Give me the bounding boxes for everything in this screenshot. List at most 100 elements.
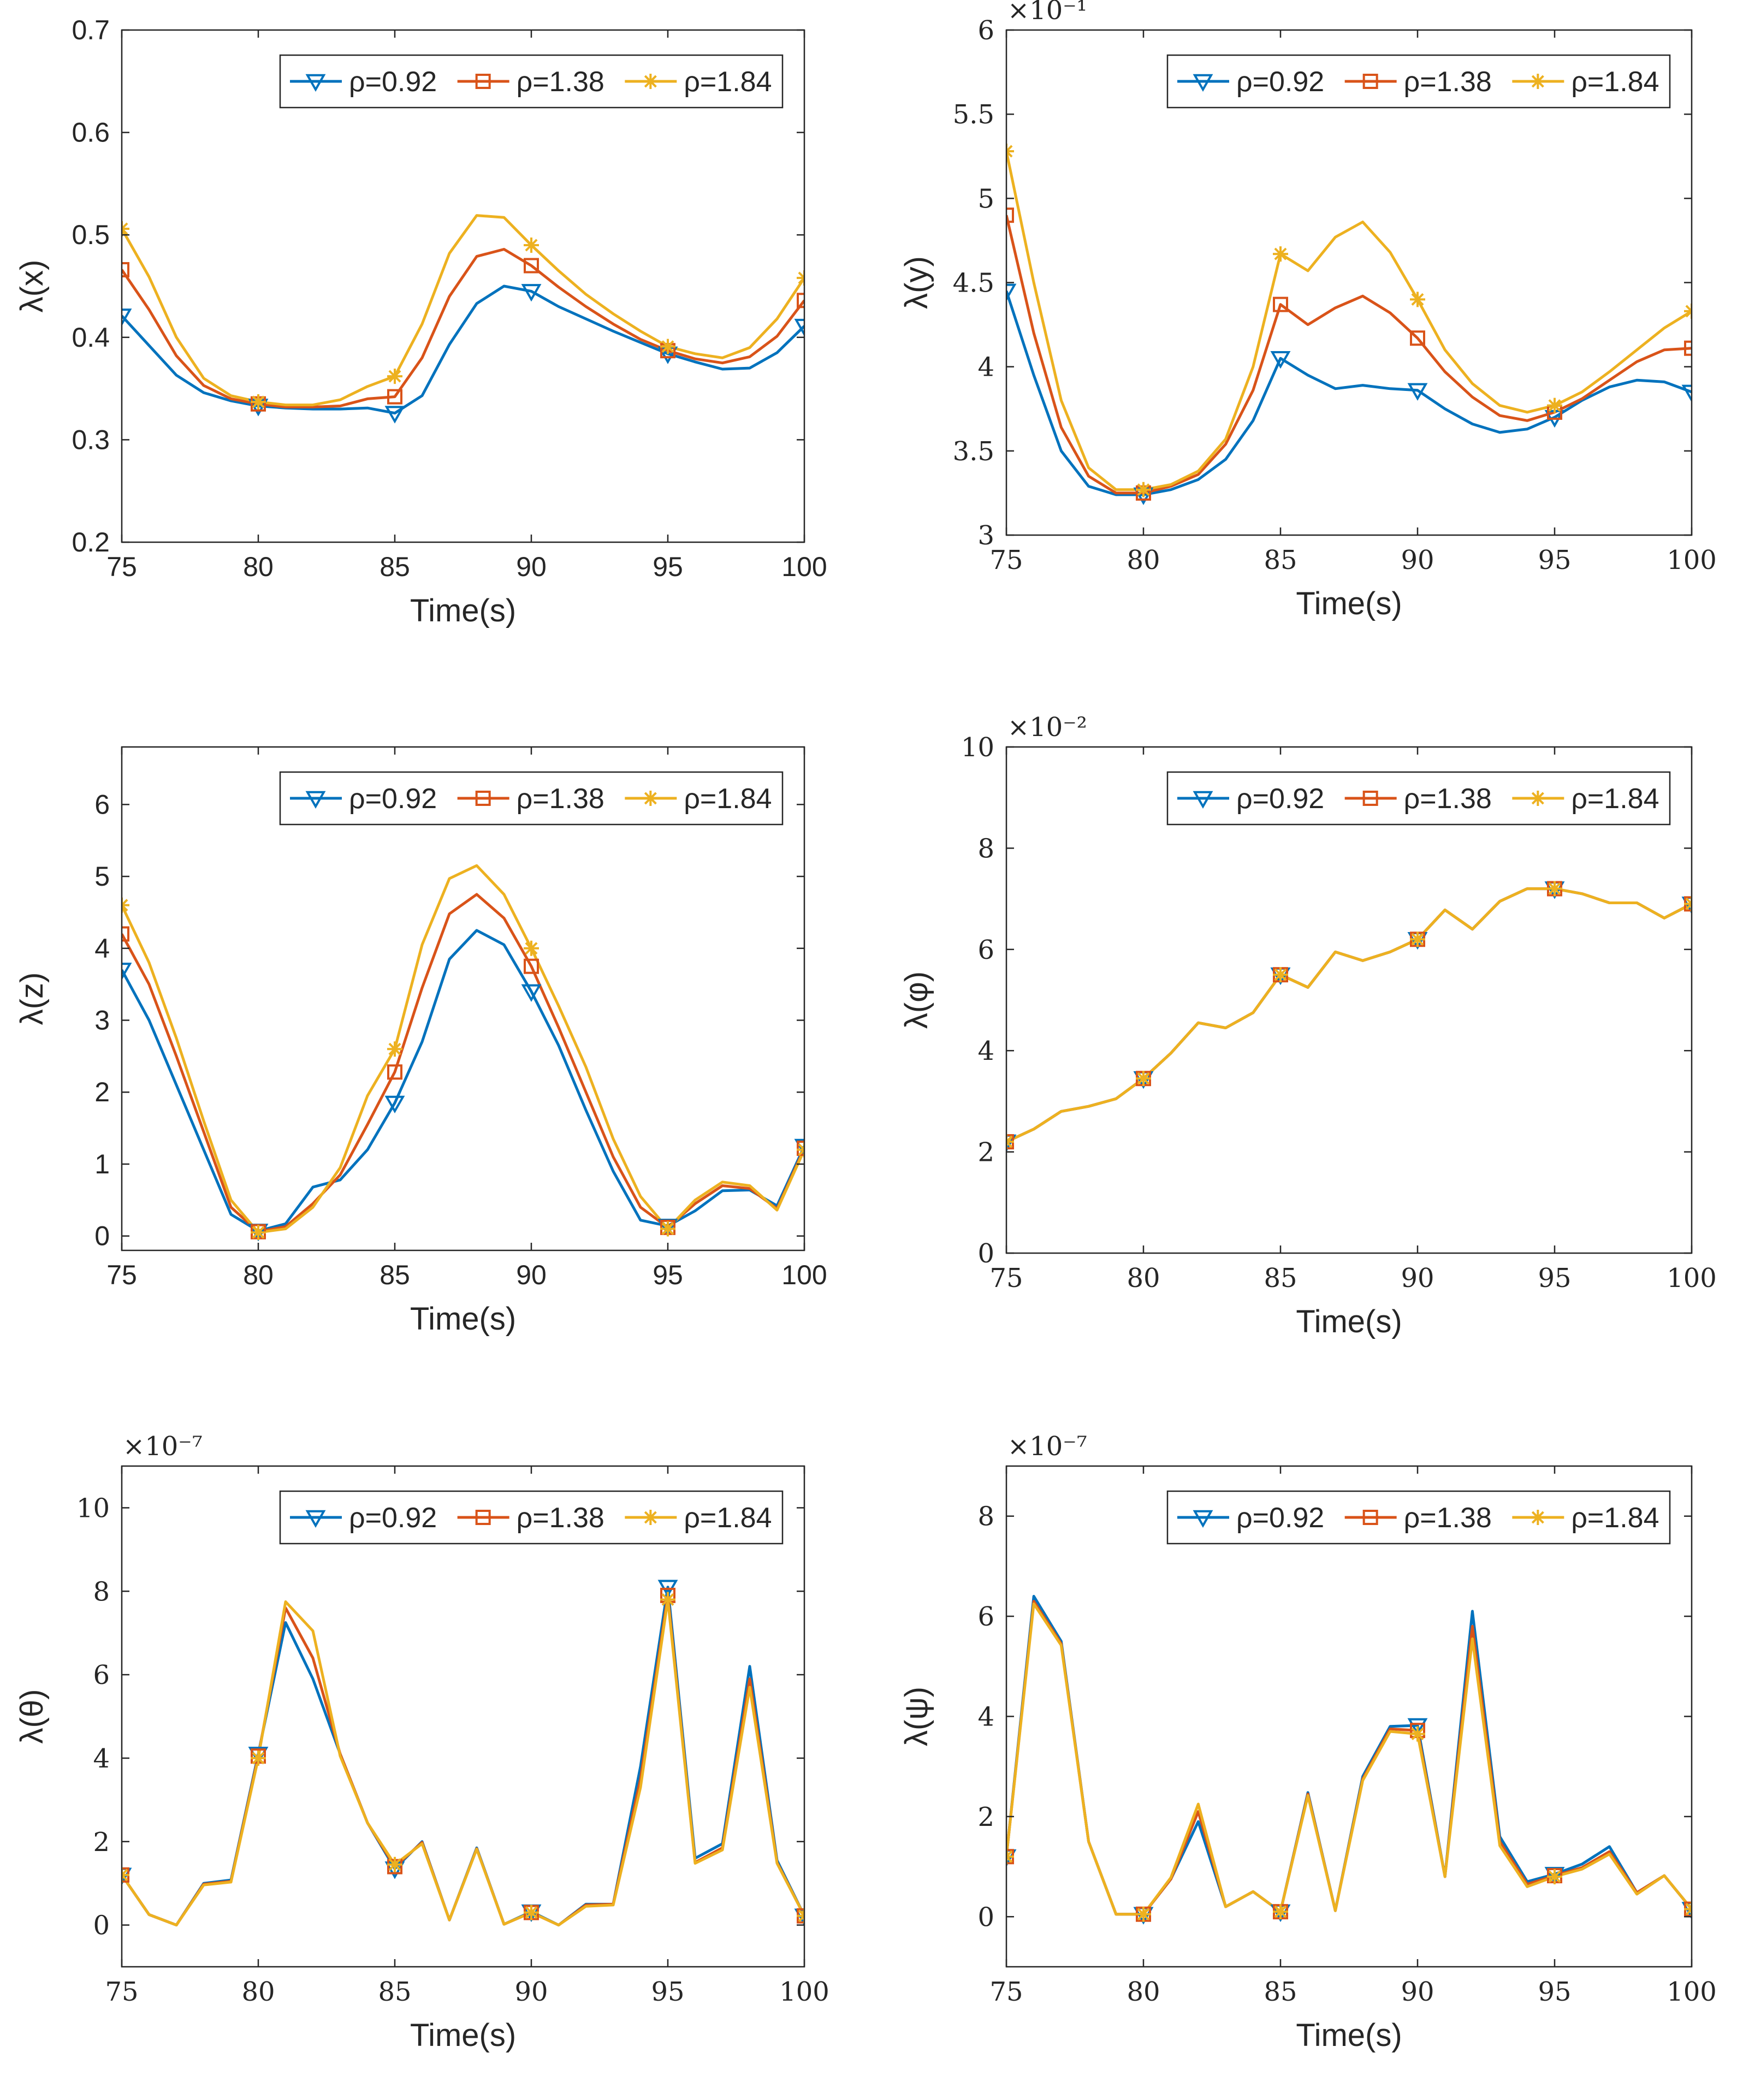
legend-marker-2 [475,74,491,89]
plot-area [122,214,804,424]
series-line-3 [1006,887,1692,1143]
legend-entry-3: ρ=1.84 [684,66,772,98]
x-axis-label: Time(s) [1296,2018,1402,2053]
y-tick-label: 4 [93,1743,110,1774]
series-marker-3 [660,1221,675,1237]
legend-box [1166,1490,1671,1545]
y-tick-label: 6 [977,1601,994,1632]
y-tick-label: 0 [977,1238,994,1269]
x-tick-label: 95 [651,1977,684,2007]
series-marker-1 [122,963,132,981]
x-tick-label: 75 [105,1977,138,2007]
x-tick-label: 80 [243,551,274,582]
legend-entry-2: ρ=1.38 [517,66,604,98]
y-tick-label: 8 [93,1576,110,1607]
y-tick-label: 5 [94,861,110,892]
legend-marker-3 [1530,1510,1546,1525]
plot-area [1006,1594,1692,1925]
x-tick-label: 100 [1667,545,1717,576]
series-marker-1 [521,284,542,302]
legend: ρ=0.92 ρ=1.38 ρ=1.84 [1166,54,1671,109]
legend-marker-1 [1193,74,1213,92]
x-tick-label: 100 [781,1260,827,1290]
series-marker-3 [1547,1868,1562,1884]
axes-frame [121,746,805,1251]
series-marker-2 [387,389,402,405]
axes-frame [121,1465,805,1968]
series-line-2 [122,248,804,408]
series-marker-1 [1544,1867,1565,1885]
x-axis-label: Time(s) [1296,1304,1402,1339]
y-tick-label: 3 [977,520,994,551]
axes-frame [121,29,805,543]
legend-entry-3: ρ=1.84 [1571,1502,1659,1534]
legend-entry-1: ρ=0.92 [1236,783,1324,815]
legend-box [279,1490,784,1545]
x-tick-label: 80 [243,1260,274,1290]
legend-marker-3 [1530,791,1546,806]
y-tick-label: 2 [977,1802,994,1832]
series-line-1 [1006,290,1692,496]
x-tick-label: 95 [653,551,683,582]
legend: ρ=0.92 ρ=1.38 ρ=1.84 [279,771,784,826]
y-tick-label: 4 [977,1036,994,1066]
series-marker-1 [1681,384,1692,402]
y-tick-label: 6 [977,15,994,46]
legend-marker-1 [1193,1510,1213,1528]
series-marker-1 [1270,351,1291,369]
legend-entry-1: ρ=0.92 [1236,1502,1324,1534]
series-marker-3 [660,339,675,354]
y-tick-label: 0.7 [72,15,110,45]
series-marker-3 [524,237,539,253]
axis-exponent-label: ×10⁻⁷ [1007,1431,1087,1462]
y-tick-label: 0 [94,1221,110,1251]
legend: ρ=0.92 ρ=1.38 ρ=1.84 [279,54,784,109]
x-tick-label: 100 [779,1977,829,2007]
series-line-3 [122,1598,804,1927]
legend-marker-2 [1362,74,1378,89]
y-axis-label: λ(y) [899,256,934,309]
y-axis-label: λ(ψ) [899,1687,934,1746]
axes-frame [1005,746,1693,1254]
chart-lambda-psi: 75 80 85 90 95 100 0 2 4 6 8 ×10⁻⁷ Time(s) λ(ψ) ρ=0.92… [899,1431,1717,2053]
legend-marker-3 [643,791,659,806]
chart-lambda-x: 75 80 85 90 95 100 0.2 0.3 0.4 0.5 0.6 0.7 Time(s) λ(… [14,15,827,628]
legend-box [1166,54,1671,109]
x-tick-label: 80 [1127,1263,1160,1294]
series-marker-2 [524,958,539,974]
series-marker-3 [1273,967,1288,983]
axis-exponent-label: ×10⁻⁷ [123,1431,203,1462]
series-marker-3 [387,1041,402,1057]
plot-area [1006,144,1692,506]
y-tick-label: 4 [977,1702,994,1733]
x-axis-label: Time(s) [410,593,516,628]
chart-lambda-phi: 75 80 85 90 95 100 0 2 4 6 8 10 ×10⁻² Time(s) λ(φ) ρ=0.… [899,712,1717,1339]
series-line-3 [122,864,804,1234]
series-marker-3 [387,1856,402,1872]
x-tick-label: 90 [514,1977,548,2007]
legend-marker-1 [1193,791,1213,809]
series-marker-3 [1136,482,1151,497]
x-tick-label: 95 [1538,1263,1571,1294]
y-axis-label: λ(θ) [14,1689,50,1744]
y-tick-label: 10 [76,1493,110,1523]
series-marker-1 [384,1095,405,1114]
y-tick-label: 0.5 [72,220,110,250]
y-tick-label: 5.5 [953,99,994,130]
series-marker-3 [1136,1906,1151,1922]
legend: ρ=0.92 ρ=1.38 ρ=1.84 [1166,1490,1671,1545]
x-tick-label: 90 [1401,1977,1434,2007]
y-tick-label: 4 [94,933,110,964]
legend-entry-1: ρ=0.92 [1236,66,1324,98]
x-axis-label: Time(s) [410,2018,516,2053]
series-marker-3 [1136,1071,1151,1087]
series-line-2 [1006,887,1692,1143]
legend-marker-2 [1362,791,1378,806]
x-tick-label: 85 [378,1977,411,2007]
legend-box [279,54,784,109]
x-axis-label: Time(s) [1296,586,1402,621]
x-tick-label: 85 [1264,1977,1297,2007]
y-tick-label: 10 [961,732,994,763]
x-tick-label: 95 [653,1260,683,1290]
